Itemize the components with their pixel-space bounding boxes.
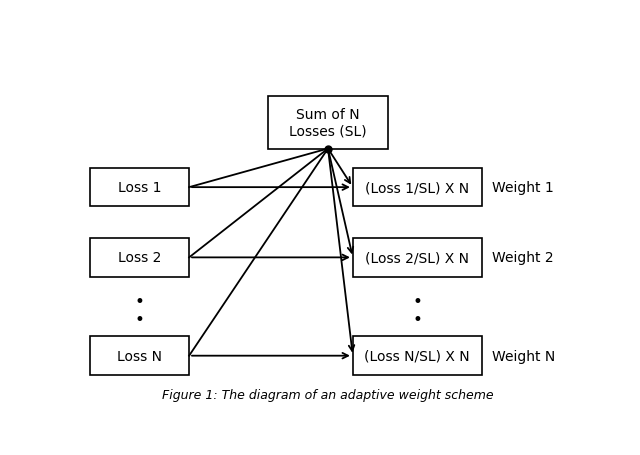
Text: •: • <box>412 310 422 328</box>
Text: Loss 1: Loss 1 <box>118 181 161 195</box>
Text: Weight 2: Weight 2 <box>492 251 554 265</box>
Text: •: • <box>134 293 145 311</box>
FancyBboxPatch shape <box>269 96 388 149</box>
Text: Loss 2: Loss 2 <box>118 251 161 265</box>
Text: •: • <box>134 310 145 328</box>
Text: Weight N: Weight N <box>492 349 555 363</box>
Text: •: • <box>412 293 422 311</box>
FancyBboxPatch shape <box>353 337 482 375</box>
Text: (Loss 2/SL) X N: (Loss 2/SL) X N <box>365 251 469 265</box>
Text: (Loss N/SL) X N: (Loss N/SL) X N <box>364 349 470 363</box>
Text: Loss N: Loss N <box>117 349 162 363</box>
FancyBboxPatch shape <box>90 168 189 207</box>
Text: Figure 1: The diagram of an adaptive weight scheme: Figure 1: The diagram of an adaptive wei… <box>162 389 494 401</box>
FancyBboxPatch shape <box>353 168 482 207</box>
Text: Weight 1: Weight 1 <box>492 181 554 195</box>
Text: Sum of N
Losses (SL): Sum of N Losses (SL) <box>289 108 367 138</box>
FancyBboxPatch shape <box>90 337 189 375</box>
FancyBboxPatch shape <box>90 238 189 277</box>
Text: (Loss 1/SL) X N: (Loss 1/SL) X N <box>365 181 469 195</box>
FancyBboxPatch shape <box>353 238 482 277</box>
